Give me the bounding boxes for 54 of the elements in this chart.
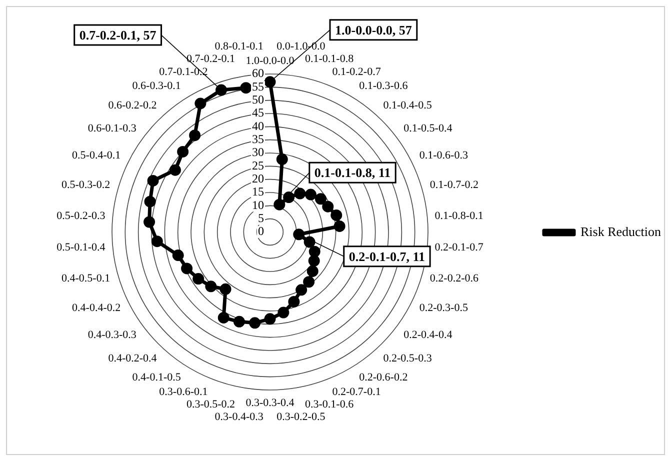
spoke-label: 0.1-0.1-0.8: [304, 53, 354, 66]
y-tick-label: 50: [252, 92, 264, 106]
spoke-label: 0.2-0.7-0.1: [332, 386, 381, 398]
y-tick-label: 0: [258, 224, 264, 238]
text: 1.0-0.0-0.0, 57: [335, 22, 412, 38]
spoke-label: 0.3-0.2-0.5: [276, 411, 326, 424]
spoke-label: 0.2-0.5-0.3: [383, 352, 432, 364]
spoke-label: 0.3-0.3-0.4: [246, 396, 295, 409]
y-tick-label: 25: [252, 158, 264, 172]
y-tick-label: 10: [252, 198, 264, 212]
spoke-label: 0.6-0.2-0.2: [108, 99, 157, 112]
spoke-label: 1.0-0.0-0.0: [246, 54, 295, 67]
spoke-label: 0.2-0.2-0.6: [430, 272, 479, 285]
spoke-label: 0.3-0.6-0.1: [159, 386, 208, 398]
spoke-label: 0.3-0.5-0.2: [186, 398, 236, 411]
legend-label: Risk Reduction: [580, 224, 662, 239]
spoke-label: 0.2-0.6-0.2: [359, 372, 408, 384]
spoke-label: 0.2-0.4-0.4: [404, 329, 453, 342]
spoke-label: 0.5-0.4-0.1: [72, 150, 121, 162]
y-tick-label: 35: [252, 132, 264, 146]
spoke-label: 0.1-0.6-0.3: [419, 150, 468, 162]
spoke-label: 0.5-0.3-0.2: [62, 179, 110, 192]
spoke-label: 0.3-0.1-0.6: [304, 398, 354, 411]
spoke-label: 0.4-0.3-0.3: [88, 329, 137, 342]
y-tick-label: 55: [252, 79, 264, 94]
spoke-label: 0.1-0.5-0.4: [404, 122, 453, 135]
text: 0.1-0.1-0.8, 11: [314, 164, 391, 180]
y-tick-label: 5: [258, 210, 264, 225]
spoke-label: 0.4-0.1-0.5: [132, 372, 182, 384]
spoke-label: 0.2-0.3-0.5: [419, 302, 468, 314]
y-tick-label: 45: [252, 106, 264, 120]
y-tick-label: 60: [252, 66, 264, 80]
spoke-label: 0.2-0.1-0.7: [434, 242, 484, 254]
text: 0.2-0.1-0.7, 11: [348, 248, 426, 264]
spoke-label: 0.5-0.2-0.3: [56, 210, 106, 222]
spoke-label: 0.8-0.1-0.1: [214, 40, 264, 53]
spoke-label: 0.1-0.2-0.7: [332, 66, 382, 78]
y-tick-label: 30: [252, 145, 264, 160]
spoke-label: 0.1-0.8-0.1: [434, 210, 484, 222]
y-tick-label: 15: [252, 184, 264, 199]
spoke-label: 0.4-0.2-0.4: [108, 352, 158, 364]
spoke-label: 0.6-0.3-0.1: [132, 80, 181, 92]
spoke-label: 0.5-0.1-0.4: [56, 242, 106, 254]
spoke-label: 0.7-0.2-0.1: [186, 53, 236, 66]
spoke-label: 0.1-0.3-0.6: [359, 80, 408, 92]
spoke-label: 0.1-0.4-0.5: [383, 99, 432, 112]
spoke-label: 0.3-0.4-0.3: [214, 411, 264, 424]
spoke-label: 0.1-0.7-0.2: [430, 179, 478, 192]
y-tick-label: 20: [252, 171, 264, 186]
spoke-label: 0.4-0.5-0.1: [62, 272, 110, 285]
spoke-label: 0.6-0.1-0.3: [88, 122, 137, 135]
text: 0.7-0.2-0.1, 57: [79, 27, 156, 42]
y-tick-label: 40: [252, 118, 264, 133]
spoke-label: 0.4-0.4-0.2: [72, 302, 121, 314]
